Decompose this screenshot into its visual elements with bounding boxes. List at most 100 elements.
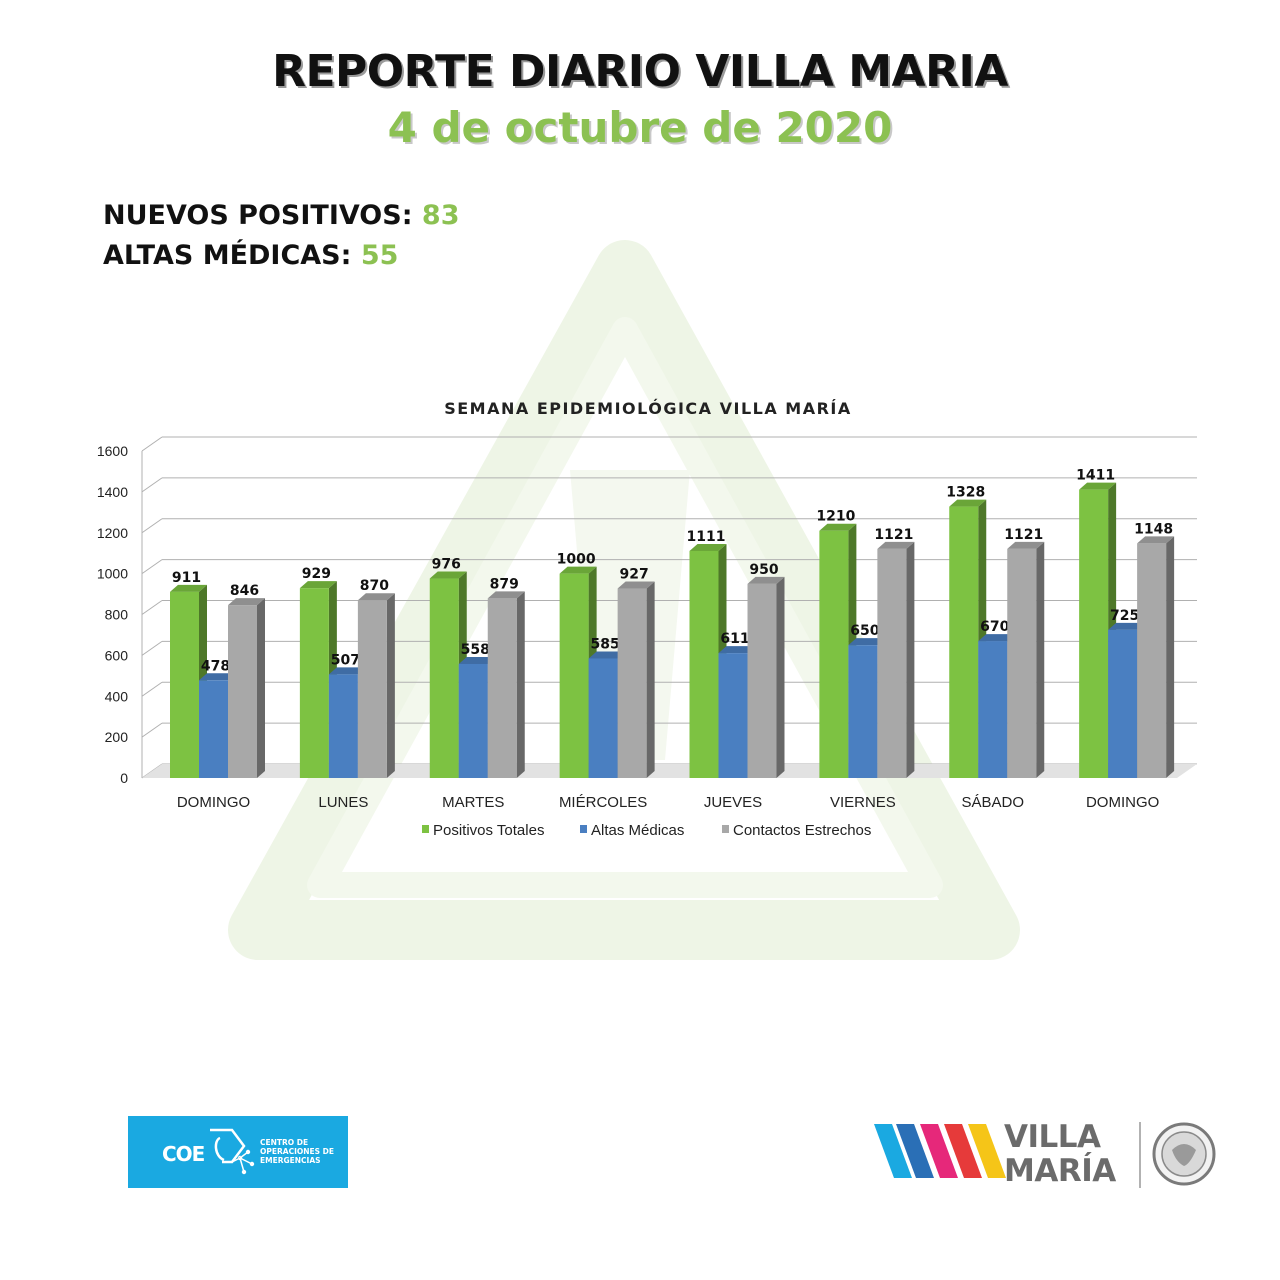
- bar-top: [299, 581, 337, 589]
- bar-top: [718, 646, 756, 654]
- data-label: 558: [461, 642, 490, 658]
- legend-label: Positivos Totales: [433, 822, 544, 839]
- data-label: 670: [980, 619, 1009, 635]
- bar-top: [357, 593, 395, 601]
- data-label: 585: [591, 636, 620, 652]
- data-label: 911: [172, 570, 201, 586]
- x-tick-label: LUNES: [318, 794, 368, 811]
- bar-contactos-estrechos: [487, 598, 517, 778]
- bar-positivos-totales: [429, 578, 459, 778]
- villa-maria-stripes-icon: [874, 1122, 1216, 1188]
- coe-logo: COE CENTRO DE OPERACIONES DE EMERGENCIAS: [128, 1116, 348, 1188]
- bar-top: [1079, 482, 1117, 490]
- bar-top: [429, 571, 467, 579]
- bar-altas-médicas: [588, 658, 618, 778]
- y-tick-label: 800: [105, 607, 129, 623]
- data-label: 725: [1110, 608, 1139, 624]
- bar-positivos-totales: [170, 591, 199, 778]
- data-label: 1148: [1134, 521, 1173, 537]
- gridline: [141, 477, 163, 493]
- bar-top: [819, 523, 857, 531]
- data-label: 507: [331, 652, 360, 668]
- y-tick-label: 1200: [97, 525, 128, 541]
- bar-top: [877, 541, 915, 549]
- bar-contactos-estrechos: [357, 600, 387, 778]
- bar-side: [906, 541, 915, 778]
- x-tick-label: JUEVES: [704, 794, 762, 811]
- report-title: REPORTE DIARIO VILLA MARIA: [272, 46, 1008, 97]
- bar-positivos-totales: [1079, 489, 1109, 778]
- daily-stats: NUEVOS POSITIVOS: 83 ALTAS MÉDICAS: 55: [103, 196, 459, 276]
- legend-swatch: [422, 825, 429, 833]
- bar-positivos-totales: [819, 530, 849, 778]
- bar-altas-médicas: [328, 674, 358, 778]
- bar-side: [516, 591, 525, 778]
- bar-top: [949, 499, 987, 507]
- legend-swatch: [580, 825, 587, 833]
- bar-top: [170, 584, 207, 592]
- bar-side: [386, 593, 395, 778]
- bar-contactos-estrechos: [747, 583, 777, 778]
- data-label: 1210: [816, 509, 855, 525]
- bar-altas-médicas: [199, 680, 228, 778]
- bar-contactos-estrechos: [617, 588, 647, 778]
- bar-positivos-totales: [689, 550, 719, 778]
- legend-label: Altas Médicas: [591, 822, 684, 839]
- x-tick-label: DOMINGO: [1086, 794, 1159, 811]
- y-tick-label: 1000: [97, 566, 128, 582]
- bar-top: [617, 581, 655, 589]
- bar-positivos-totales: [949, 506, 979, 778]
- y-tick-label: 200: [105, 729, 129, 745]
- y-tick-label: 1600: [97, 443, 128, 459]
- x-tick-label: SÁBADO: [961, 794, 1024, 811]
- bar-altas-médicas: [458, 663, 488, 778]
- bar-positivos-totales: [559, 573, 589, 778]
- data-label: 929: [302, 566, 331, 582]
- data-label: 611: [720, 631, 749, 647]
- new-positives-value: 83: [421, 200, 460, 231]
- bar-contactos-estrechos: [1007, 548, 1037, 778]
- villa-maria-wordmark: VILLA MARÍA: [1004, 1119, 1116, 1189]
- villa-maria-logo: VILLA MARÍA: [870, 1116, 1220, 1196]
- bar-positivos-totales: [299, 588, 329, 778]
- bar-top: [199, 673, 236, 681]
- bar-side: [1036, 541, 1045, 778]
- bar-top: [487, 591, 525, 599]
- x-tick-label: VIERNES: [830, 794, 896, 811]
- bar-side: [646, 581, 655, 778]
- new-positives-line: NUEVOS POSITIVOS: 83: [103, 196, 459, 236]
- gridline: [141, 681, 163, 697]
- medical-discharges-value: 55: [360, 240, 399, 271]
- gridline: [141, 436, 163, 452]
- bar-top: [458, 656, 496, 664]
- new-positives-label: NUEVOS POSITIVOS:: [103, 200, 413, 231]
- data-label: 1121: [874, 527, 913, 543]
- bar-top: [689, 543, 727, 551]
- bar-contactos-estrechos: [228, 605, 257, 778]
- bar-top: [978, 634, 1016, 642]
- bar-contactos-estrechos: [1137, 543, 1167, 778]
- x-tick-label: DOMINGO: [177, 794, 250, 811]
- bar-top: [848, 638, 886, 646]
- report-date: 4 de octubre de 2020: [387, 103, 893, 152]
- medical-discharges-label: ALTAS MÉDICAS:: [103, 240, 352, 271]
- data-label: 478: [201, 658, 230, 674]
- data-label: 846: [230, 583, 259, 599]
- data-label: 1111: [687, 529, 726, 545]
- coe-name: CENTRO DE OPERACIONES DE EMERGENCIAS: [260, 1138, 335, 1165]
- bar-altas-médicas: [978, 641, 1008, 778]
- data-label: 879: [490, 576, 519, 592]
- bar-top: [559, 566, 597, 574]
- bar-top: [228, 598, 265, 606]
- y-tick-label: 1400: [97, 484, 128, 500]
- x-tick-label: MIÉRCOLES: [559, 794, 647, 811]
- data-label: 650: [850, 623, 879, 639]
- data-label: 950: [749, 562, 778, 578]
- y-tick-label: 400: [105, 688, 129, 704]
- bar-altas-médicas: [848, 645, 878, 778]
- data-label: 927: [620, 567, 649, 583]
- bar-contactos-estrechos: [877, 548, 907, 778]
- medical-discharges-line: ALTAS MÉDICAS: 55: [103, 236, 459, 276]
- gridline: [141, 600, 163, 615]
